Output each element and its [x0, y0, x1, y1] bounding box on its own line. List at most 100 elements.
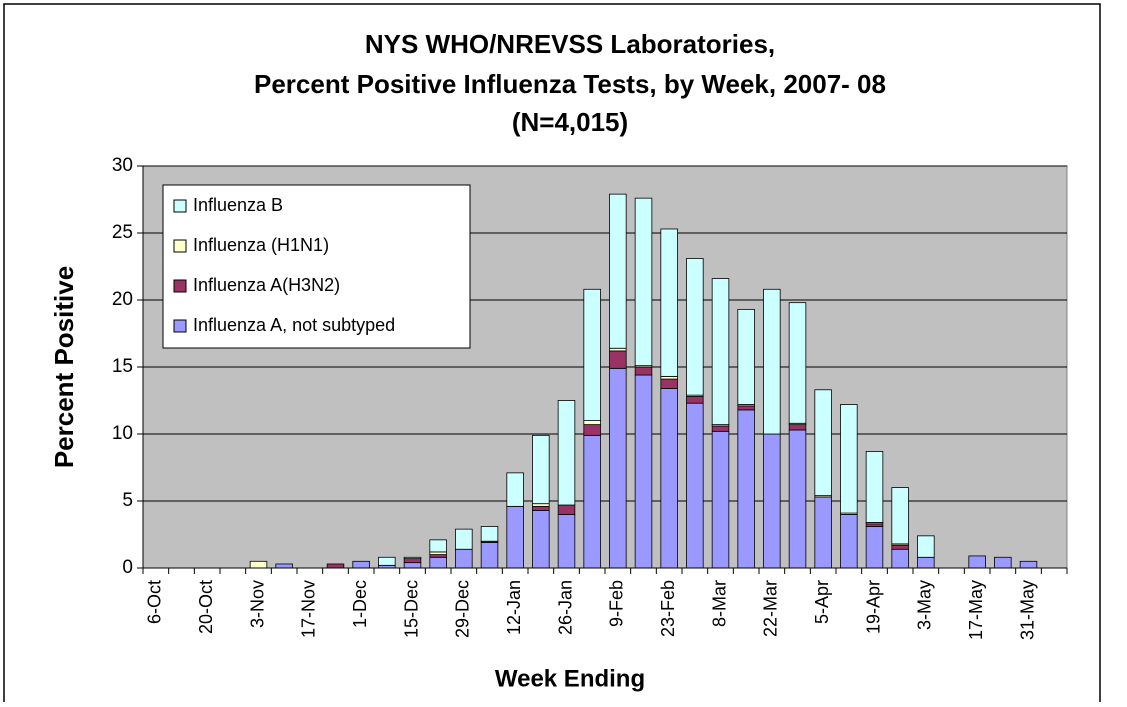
x-tick-label: 20-Oct — [196, 580, 216, 634]
bar-segment — [660, 378, 678, 389]
legend-label: Influenza A(H3N2) — [193, 275, 340, 295]
bar-segment — [737, 405, 755, 411]
bar-segment — [994, 556, 1012, 569]
x-tick-label: 26-Jan — [555, 580, 575, 635]
bar-segment — [429, 554, 447, 558]
legend-label: Influenza (H1N1) — [193, 235, 329, 255]
title-line: NYS WHO/NREVSS Laboratories, — [365, 29, 775, 59]
bar-segment — [865, 451, 884, 523]
bar-segment — [891, 548, 909, 569]
x-tick-label: 6-Oct — [145, 580, 165, 624]
bar-segment — [814, 389, 832, 497]
bar-segment — [532, 509, 550, 569]
y-tick-label: 20 — [112, 289, 133, 310]
x-tick-label: 1-Dec — [350, 580, 370, 628]
bar-segment — [326, 563, 345, 569]
bar-segment — [634, 366, 653, 376]
x-tick-label: 3-May — [915, 580, 935, 630]
x-tick-label: 17-Nov — [299, 580, 319, 638]
x-tick-label: 31-May — [1017, 580, 1037, 640]
bar-segment — [532, 434, 550, 505]
x-axis-title: Week Ending — [495, 665, 645, 692]
bar-segment — [506, 472, 524, 507]
bar-segment — [609, 347, 627, 352]
bar-segment — [429, 539, 447, 553]
x-tick-label: 3-Nov — [247, 580, 267, 628]
x-tick-label: 5-Apr — [812, 580, 832, 624]
bar-segment — [609, 367, 627, 569]
bar-segment — [788, 429, 807, 569]
x-tick-label: 19-Apr — [863, 580, 883, 634]
bar-segment — [634, 197, 653, 367]
bar-segment — [275, 563, 293, 569]
bar-segment — [429, 551, 447, 555]
bar-segment — [455, 548, 473, 569]
bar-segment — [660, 228, 678, 377]
bar-segment — [968, 555, 986, 569]
legend-label: Influenza A, not subtyped — [193, 315, 395, 335]
bar-segment — [609, 350, 627, 369]
x-tick-label: 15-Dec — [401, 580, 421, 638]
bar-segment — [686, 402, 704, 569]
bar-segment — [609, 193, 627, 349]
bar-segment — [532, 503, 550, 507]
bar-segment — [583, 434, 601, 569]
bar-segment — [455, 528, 473, 550]
legend-swatch — [173, 239, 187, 253]
bar-segment — [583, 424, 601, 436]
bar-segment — [557, 504, 576, 515]
bar-segment — [429, 556, 447, 569]
bar-segment — [711, 278, 730, 426]
y-tick-label: 0 — [122, 557, 133, 578]
bar-segment — [891, 487, 909, 545]
x-tick-label: 8-Mar — [709, 580, 729, 627]
bar-segment — [865, 526, 884, 569]
bar-segment — [506, 505, 524, 569]
bar-segment — [378, 556, 396, 566]
bar-segment — [557, 514, 576, 569]
bar-segment — [737, 409, 755, 569]
bar-segment — [660, 375, 678, 380]
legend-swatch — [173, 199, 187, 213]
legend-label: Influenza B — [193, 195, 283, 215]
bar-segment — [583, 288, 601, 422]
y-tick-label: 25 — [112, 222, 133, 243]
bar-segment — [865, 523, 884, 527]
x-tick-label: 23-Feb — [658, 580, 678, 637]
legend-swatch — [173, 319, 187, 333]
bar-segment — [763, 433, 781, 569]
y-tick-label: 15 — [112, 356, 133, 377]
y-tick-label: 30 — [112, 155, 133, 176]
bar-segment — [403, 556, 422, 560]
bar-segment — [249, 560, 268, 569]
bar-segment — [788, 302, 807, 424]
bar-segment — [711, 425, 730, 432]
title-line: Percent Positive Influenza Tests, by Wee… — [254, 69, 886, 99]
bar-segment — [634, 374, 653, 569]
legend-box — [162, 184, 471, 349]
x-tick-label: 22-Mar — [761, 580, 781, 637]
bar-segment — [917, 556, 935, 569]
bar-segment — [711, 430, 730, 569]
bar-segment — [583, 420, 601, 426]
bar-segment — [403, 558, 422, 564]
bar-segment — [814, 496, 832, 569]
bar-segment — [480, 526, 499, 542]
bar-segment — [763, 288, 781, 435]
bar-segment — [480, 542, 499, 569]
legend-swatch — [173, 279, 187, 293]
x-tick-label: 29-Dec — [453, 580, 473, 638]
y-tick-label: 10 — [112, 423, 133, 444]
x-tick-label: 9-Feb — [607, 580, 627, 627]
bar-segment — [686, 396, 704, 404]
bar-segment — [557, 400, 576, 506]
y-axis-title: Percent Positive — [49, 266, 79, 468]
y-tick-label: 5 — [122, 490, 133, 511]
bar-segment — [660, 388, 678, 569]
bar-segment — [1019, 560, 1038, 569]
bar-segment — [891, 544, 909, 550]
bar-segment — [917, 535, 935, 558]
x-tick-label: 12-Jan — [504, 580, 524, 635]
bar-segment — [840, 404, 858, 514]
